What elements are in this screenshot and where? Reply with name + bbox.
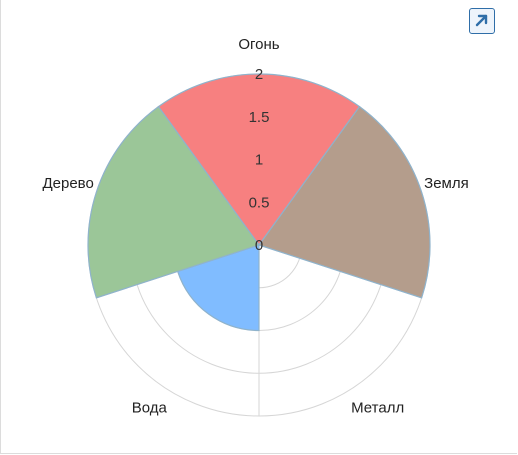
tick-label: 2 — [255, 66, 263, 83]
tick-label: 0 — [255, 237, 263, 254]
expand-arrow-icon — [475, 14, 488, 27]
tick-label: 1.5 — [249, 109, 270, 126]
radial-ticks: 0 0.5 1 1.5 2 — [249, 66, 270, 254]
expand-button[interactable] — [469, 8, 495, 34]
category-labels: Огонь Земля Металл Вода Дерево — [43, 36, 469, 417]
tick-label: 0.5 — [249, 194, 270, 211]
tick-label: 1 — [255, 152, 263, 169]
category-label: Вода — [132, 400, 168, 417]
sector-4[interactable] — [176, 244, 260, 332]
category-label: Металл — [351, 400, 404, 417]
sectors — [87, 73, 431, 332]
sector-1[interactable] — [157, 73, 361, 247]
sector-2[interactable] — [258, 105, 431, 299]
sector-5[interactable] — [87, 105, 260, 299]
category-label: Огонь — [238, 36, 279, 53]
category-label: Дерево — [43, 175, 94, 192]
category-label: Земля — [424, 175, 469, 192]
